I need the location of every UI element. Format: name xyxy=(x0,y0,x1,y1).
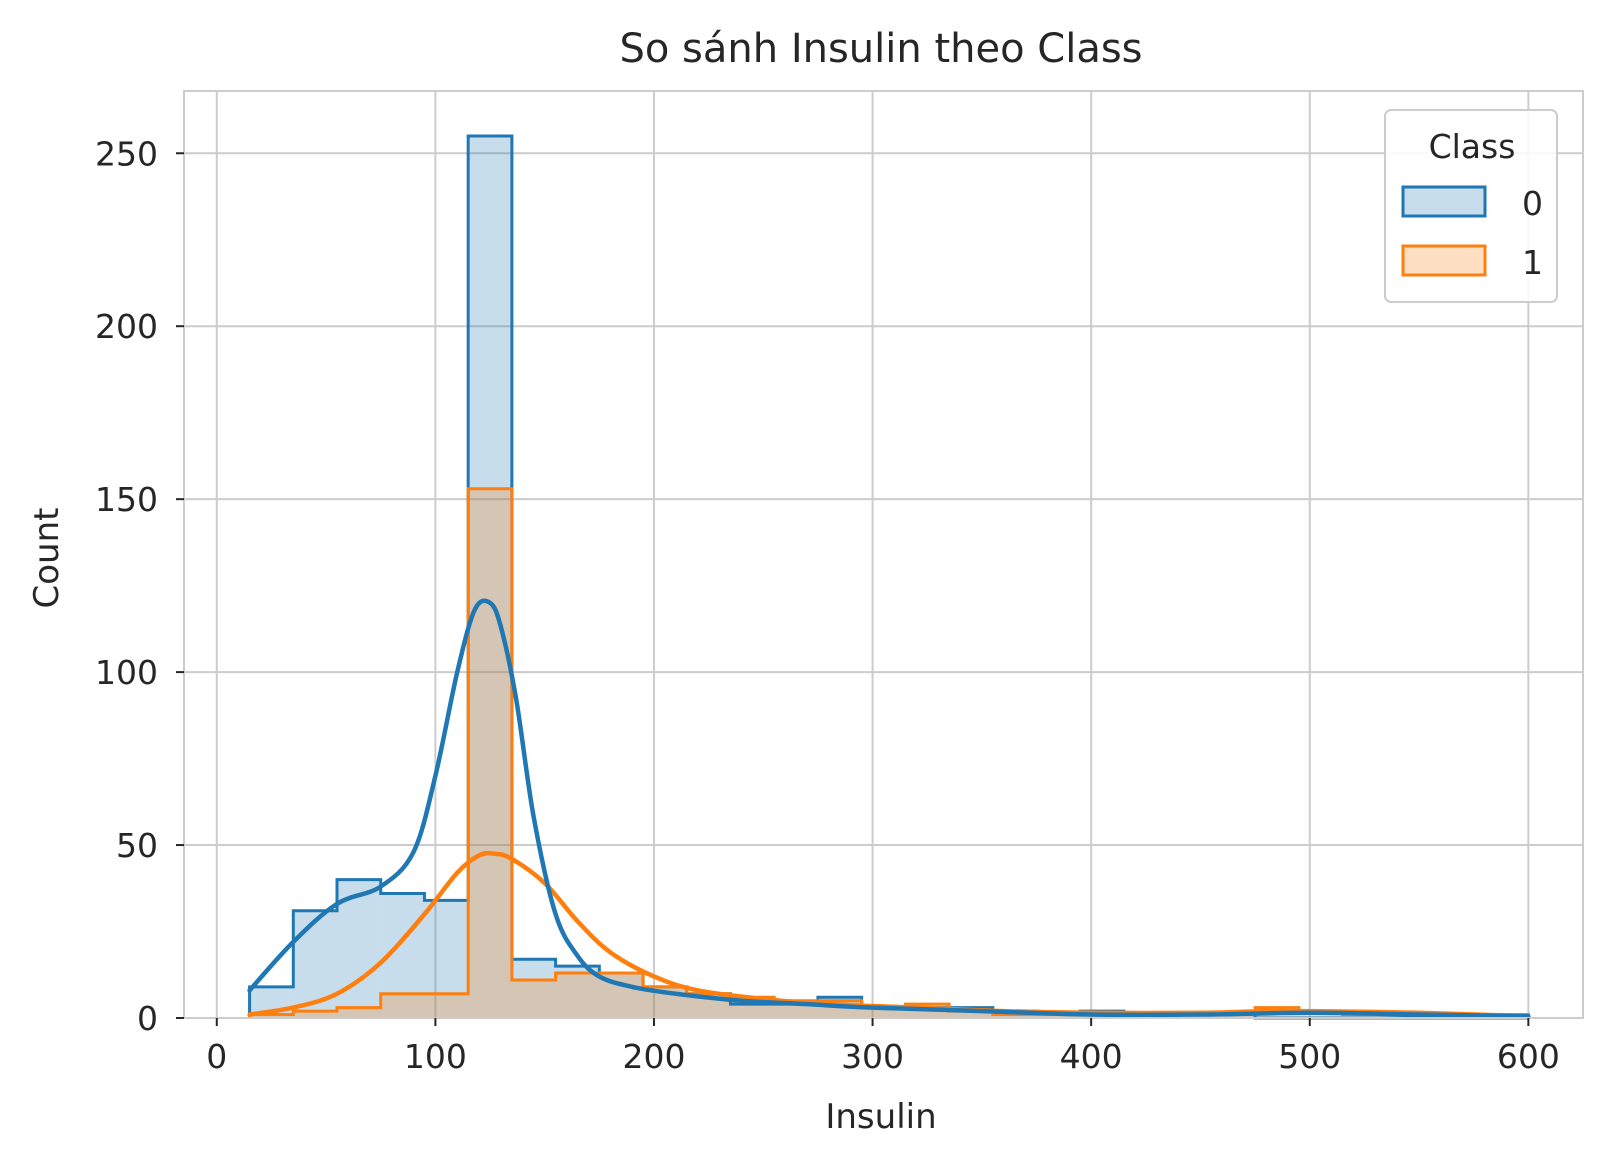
bar-class-0 xyxy=(905,1007,950,1018)
legend-label-class-1: 1 xyxy=(1522,243,1543,282)
plot-frame xyxy=(183,90,1584,1019)
x-tick-label: 200 xyxy=(622,1037,685,1076)
bar-class-1 xyxy=(511,979,556,1018)
legend-swatch-class-1 xyxy=(1401,244,1487,277)
kde-layer xyxy=(247,598,1531,1019)
x-tick-label: 300 xyxy=(841,1037,904,1076)
legend-box xyxy=(1384,109,1558,303)
bar-class-1 xyxy=(1342,1014,1387,1018)
bar-class-0 xyxy=(861,1007,906,1018)
bar-class-0 xyxy=(555,966,600,1018)
legend-swatch-class-0 xyxy=(1401,185,1487,218)
bar-class-1 xyxy=(249,1014,294,1018)
grid-layer xyxy=(184,91,1583,1019)
step-outline-class-1 xyxy=(248,487,1530,1018)
bar-class-0 xyxy=(1036,1014,1081,1018)
kde-curve-class-0 xyxy=(247,598,1531,1019)
y-tick-label: 200 xyxy=(95,307,158,346)
chart-title: So sánh Insulin theo Class xyxy=(619,26,1142,72)
bar-class-1 xyxy=(1036,1014,1081,1018)
bar-class-1 xyxy=(555,973,600,1018)
bar-class-1 xyxy=(949,1011,993,1018)
x-tick-label: 400 xyxy=(1060,1037,1123,1076)
bars-layer xyxy=(248,134,1530,1020)
legend: Class 0 1 xyxy=(1384,109,1558,303)
bar-class-0 xyxy=(424,900,469,1018)
legend-title: Class xyxy=(1429,127,1516,166)
bar-class-0 xyxy=(337,879,381,1018)
bar-class-1 xyxy=(861,1007,906,1018)
y-tick-label: 100 xyxy=(95,653,158,692)
bar-class-1 xyxy=(293,1011,338,1018)
x-axis-label: Insulin xyxy=(825,1097,936,1137)
y-tick-label: 250 xyxy=(95,134,158,173)
bar-class-0 xyxy=(511,959,556,1018)
legend-label-class-0: 0 xyxy=(1522,184,1543,223)
x-tick-label: 0 xyxy=(206,1037,227,1076)
bar-class-1 xyxy=(380,993,425,1018)
bar-class-1 xyxy=(337,1007,381,1018)
y-tick-label: 50 xyxy=(116,826,158,865)
x-tick-label: 600 xyxy=(1497,1037,1560,1076)
x-tick-label: 500 xyxy=(1278,1037,1341,1076)
y-tick-label: 0 xyxy=(137,999,158,1038)
bar-class-0 xyxy=(468,135,512,1018)
bar-class-1 xyxy=(424,993,469,1018)
bar-class-1 xyxy=(468,488,512,1018)
x-tick-label: 100 xyxy=(404,1037,467,1076)
y-tick-label: 150 xyxy=(95,480,158,519)
ticks-layer: 0 100 200 300 400 500 600 0 50 100 150 200 250 xyxy=(95,134,1560,1076)
bar-class-0 xyxy=(730,1004,775,1018)
bar-class-1 xyxy=(992,1014,1037,1018)
y-axis-label: Count xyxy=(27,508,67,609)
bar-class-0 xyxy=(774,1004,818,1018)
